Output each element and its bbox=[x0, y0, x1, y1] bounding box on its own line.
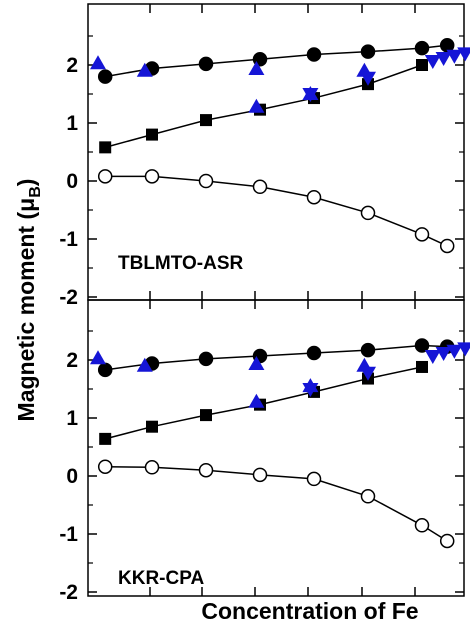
filled-square-point bbox=[99, 432, 112, 445]
up-triangle-point bbox=[248, 393, 265, 408]
open-circle-point bbox=[97, 169, 113, 184]
filled-square-point bbox=[416, 59, 428, 71]
series-blue-up-triangles bbox=[90, 55, 373, 100]
y-tick-label: -2 bbox=[59, 581, 78, 604]
series-line bbox=[105, 465, 448, 542]
down-triangle-point bbox=[457, 342, 470, 357]
series-blue-up-triangles-mid bbox=[248, 98, 265, 113]
y-tick-label: 0 bbox=[66, 170, 78, 193]
up-triangle-point bbox=[248, 356, 265, 371]
open-circle-point bbox=[360, 489, 376, 504]
filled-circle-point bbox=[97, 69, 113, 84]
filled-square-point bbox=[200, 114, 212, 127]
open-circle-point bbox=[198, 462, 214, 478]
up-triangle-point bbox=[90, 350, 106, 365]
open-circle-point bbox=[144, 460, 160, 475]
down-triangle-point bbox=[302, 383, 319, 397]
series-blue-up-triangles-mid bbox=[248, 393, 265, 408]
filled-square-point bbox=[146, 420, 158, 433]
up-triangle-point bbox=[136, 357, 153, 372]
filled-circle-point bbox=[414, 338, 430, 353]
down-triangle-point bbox=[360, 71, 376, 86]
series-blue-down-triangles bbox=[302, 342, 470, 397]
open-circle-point bbox=[97, 459, 113, 474]
up-triangle-point bbox=[136, 62, 153, 77]
open-circle-point bbox=[252, 179, 268, 195]
y-tick-label: 2 bbox=[66, 54, 78, 77]
down-triangle-point bbox=[360, 366, 376, 381]
down-triangle-point bbox=[424, 349, 441, 364]
down-triangle-point bbox=[424, 54, 441, 69]
y-tick-label: 2 bbox=[66, 349, 78, 372]
down-triangle-point bbox=[435, 52, 452, 67]
filled-circle-point bbox=[439, 38, 455, 53]
open-circle-point bbox=[360, 205, 376, 221]
open-circle-point bbox=[439, 238, 455, 254]
series-line bbox=[105, 175, 448, 247]
filled-circle-point bbox=[97, 362, 113, 378]
panel-label: KKR-CPA bbox=[118, 568, 204, 589]
open-circle-point bbox=[306, 471, 322, 487]
plot-frame bbox=[87, 299, 465, 597]
panel-label: TBLMTO-ASR bbox=[118, 253, 244, 274]
series-open-circles bbox=[97, 459, 455, 549]
up-triangle-point bbox=[90, 55, 106, 70]
open-circle-point bbox=[306, 189, 322, 205]
y-tick-label: 0 bbox=[66, 465, 78, 488]
filled-circle-point bbox=[360, 44, 376, 59]
down-triangle-point bbox=[457, 47, 470, 62]
filled-circle-point bbox=[198, 351, 214, 367]
open-circle-point bbox=[414, 518, 430, 533]
down-triangle-point bbox=[446, 344, 463, 359]
series-blue-down-triangles bbox=[302, 47, 470, 102]
series-open-circles bbox=[97, 169, 455, 254]
y-axis-title-subscript: B bbox=[27, 186, 44, 198]
filled-circle-point bbox=[306, 345, 322, 361]
y-tick-label: -1 bbox=[59, 523, 78, 546]
y-tick-label: 1 bbox=[66, 112, 78, 135]
y-axis-title: Magnetic moment (μB) bbox=[13, 179, 44, 422]
series-filled-circles bbox=[97, 38, 455, 84]
up-triangle-point bbox=[248, 98, 265, 113]
series-line bbox=[105, 44, 448, 78]
svg-text:Magnetic moment (μB): Magnetic moment (μB) bbox=[13, 179, 44, 422]
down-triangle-point bbox=[302, 88, 319, 102]
y-axis-title-main: Magnetic moment (μ bbox=[13, 198, 39, 422]
open-circle-point bbox=[144, 169, 160, 184]
filled-square-point bbox=[416, 360, 428, 373]
open-circle-point bbox=[198, 173, 214, 189]
filled-square-point bbox=[200, 409, 212, 422]
y-tick-label: -2 bbox=[59, 286, 78, 309]
open-circle-point bbox=[439, 533, 455, 549]
open-circle-point bbox=[252, 467, 268, 483]
filled-circle-point bbox=[198, 56, 214, 72]
panels: -2 -1 0 1 2 TBLMTO-ASR -2 -1 0 1 2 KKR-CPA bbox=[59, 3, 470, 604]
panel-bottom: -2 -1 0 1 2 KKR-CPA bbox=[59, 299, 470, 604]
x-axis-title: Concentration of Fe bbox=[201, 598, 418, 624]
panel-top: -2 -1 0 1 2 TBLMTO-ASR bbox=[59, 3, 470, 309]
down-triangle-point bbox=[446, 49, 463, 64]
y-axis-title-close: ) bbox=[13, 179, 39, 187]
series-blue-up-triangles bbox=[90, 350, 373, 393]
series-line bbox=[105, 344, 448, 371]
filled-square-point bbox=[146, 128, 158, 141]
down-triangle-point bbox=[435, 347, 452, 362]
y-tick-label: 1 bbox=[66, 407, 78, 430]
filled-circle-point bbox=[414, 40, 430, 56]
open-circle-point bbox=[414, 227, 430, 242]
filled-circle-point bbox=[306, 47, 322, 62]
y-tick-label: -1 bbox=[59, 228, 78, 251]
filled-circle-point bbox=[360, 342, 376, 358]
filled-square-point bbox=[99, 141, 112, 154]
up-triangle-point bbox=[248, 61, 265, 76]
series-filled-squares bbox=[99, 360, 428, 445]
